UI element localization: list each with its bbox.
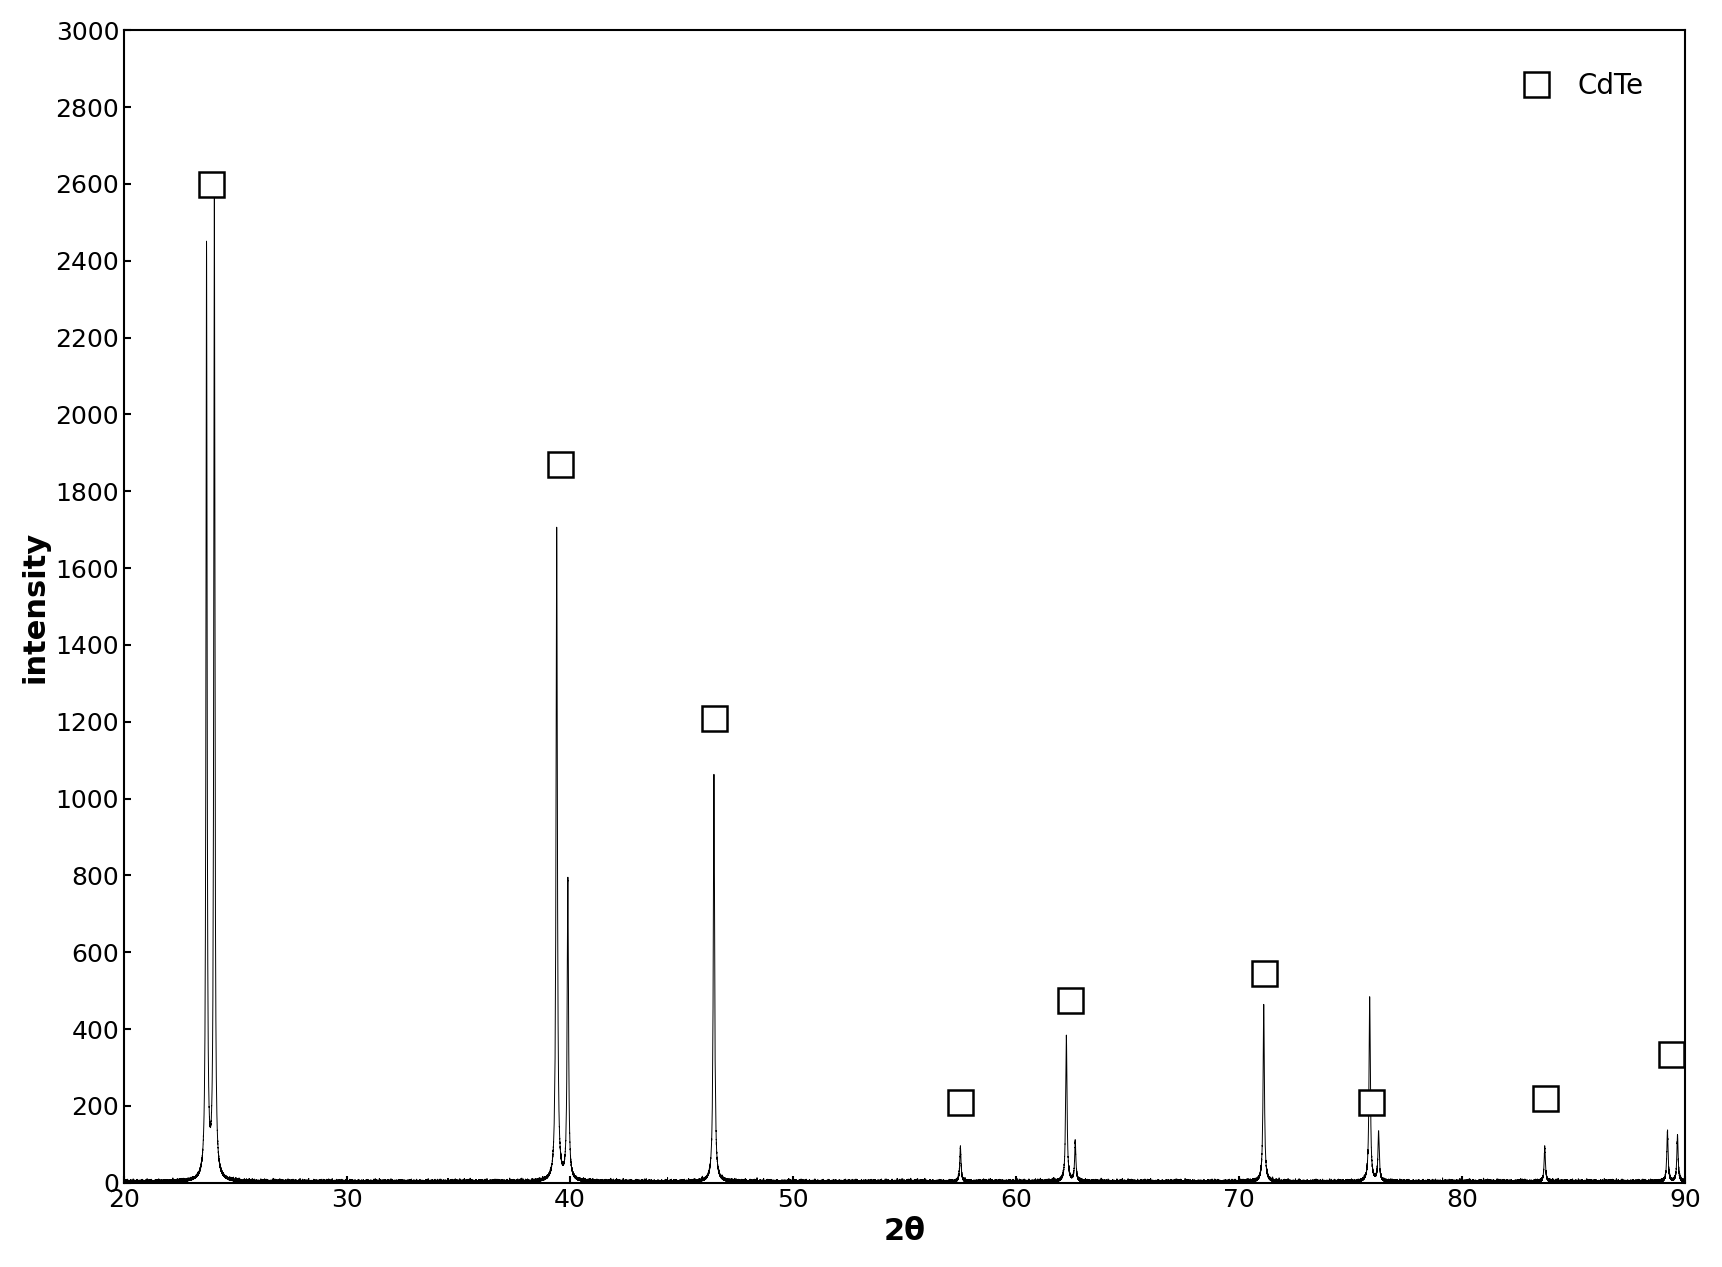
Y-axis label: intensity: intensity: [21, 531, 50, 683]
X-axis label: 2θ: 2θ: [883, 1218, 926, 1247]
Legend: CdTe: CdTe: [1481, 44, 1672, 128]
